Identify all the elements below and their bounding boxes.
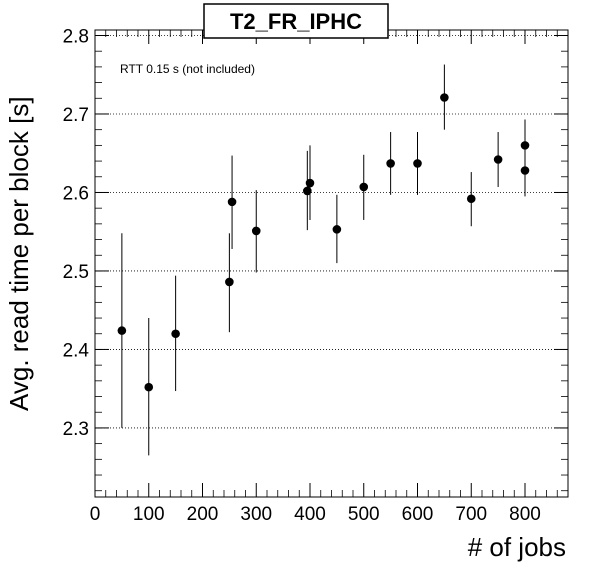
y-tick-label: 2.4 — [63, 340, 90, 361]
data-point — [386, 159, 395, 168]
data-point — [171, 329, 180, 339]
x-tick-label: 700 — [455, 504, 487, 525]
chart-title: T2_FR_IPHC — [230, 9, 362, 34]
y-tick-label: 2.6 — [63, 183, 89, 204]
y-tick-label: 2.8 — [63, 26, 89, 47]
data-point — [225, 277, 234, 287]
data-point — [520, 141, 530, 150]
x-tick-label: 500 — [348, 504, 380, 525]
x-tick-label: 100 — [133, 504, 165, 525]
rtt-annotation: RTT 0.15 s (not included) — [120, 62, 255, 76]
data-point — [117, 326, 127, 335]
y-tick-label: 2.7 — [63, 105, 89, 126]
x-tick-label: 300 — [240, 504, 272, 525]
data-point — [305, 178, 315, 188]
title-box — [203, 3, 389, 39]
y-tick-label: 2.5 — [63, 262, 89, 283]
data-point — [251, 226, 261, 236]
x-tick-label: 800 — [509, 504, 541, 525]
data-point — [466, 194, 476, 204]
data-point — [332, 225, 342, 234]
tick-labels: 2.3 2.4 2.5 2.6 2.7 2.8 0 100 200 300 400 500 600 700… — [63, 26, 541, 525]
data-points — [117, 64, 530, 456]
y-tick-label: 2.3 — [63, 419, 89, 440]
data-point — [303, 186, 312, 196]
data-point — [359, 182, 369, 192]
x-tick-label: 0 — [90, 504, 101, 525]
y-gridlines — [95, 35, 568, 429]
x-tick-label: 200 — [187, 504, 219, 525]
x-tick-label: 600 — [402, 504, 434, 525]
data-point — [413, 159, 422, 168]
data-point — [227, 197, 237, 207]
data-point — [440, 93, 449, 102]
x-tick-label: 400 — [294, 504, 326, 525]
y-axis-label: Avg. read time per block [s] — [4, 96, 34, 411]
data-point — [144, 382, 154, 392]
x-axis-label: # of jobs — [468, 532, 566, 562]
data-point — [493, 155, 503, 164]
